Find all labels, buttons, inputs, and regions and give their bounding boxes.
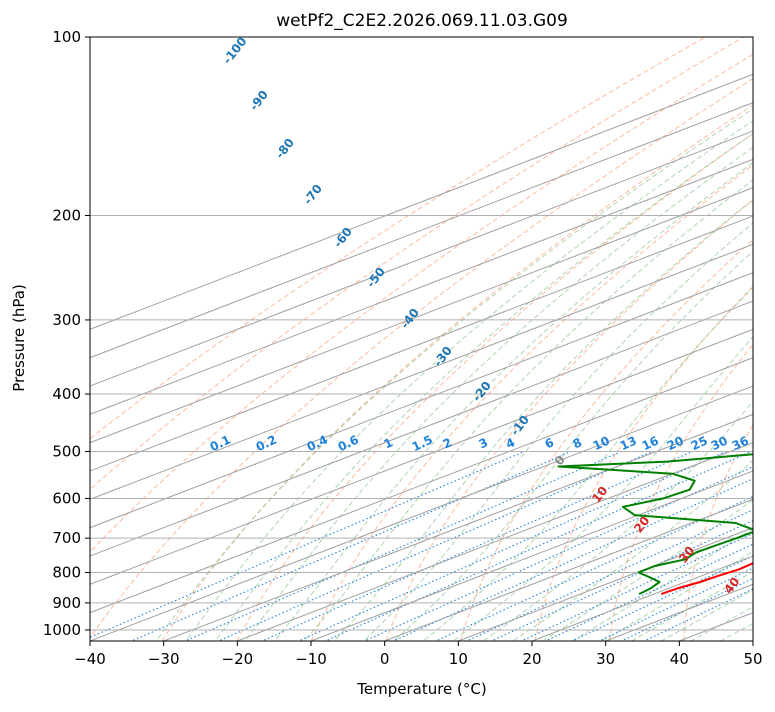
x-tick-label: 0 [380, 650, 390, 668]
x-tick-label: 10 [449, 650, 468, 668]
y-tick-label: 200 [52, 207, 81, 225]
chart-title: wetPf2_C2E2.2026.069.11.03.G09 [276, 11, 568, 31]
x-tick-label: 40 [670, 650, 689, 668]
y-tick-label: 300 [52, 311, 81, 329]
y-tick-label: 600 [52, 489, 81, 507]
x-tick-label: −10 [295, 650, 327, 668]
y-axis-label: Pressure (hPa) [10, 284, 28, 392]
x-axis-label: Temperature (°C) [356, 680, 486, 698]
y-tick-label: 400 [52, 385, 81, 403]
y-tick-label: 100 [52, 28, 81, 46]
y-tick-label: 700 [52, 529, 81, 547]
x-tick-label: −40 [74, 650, 106, 668]
x-tick-label: −30 [148, 650, 180, 668]
y-tick-label: 1000 [43, 621, 81, 639]
x-tick-label: −20 [222, 650, 254, 668]
x-tick-label: 20 [522, 650, 541, 668]
y-tick-label: 800 [52, 564, 81, 582]
x-tick-label: 30 [596, 650, 615, 668]
y-tick-label: 900 [52, 594, 81, 612]
y-tick-label: 500 [52, 442, 81, 460]
x-tick-label: 50 [743, 650, 762, 668]
